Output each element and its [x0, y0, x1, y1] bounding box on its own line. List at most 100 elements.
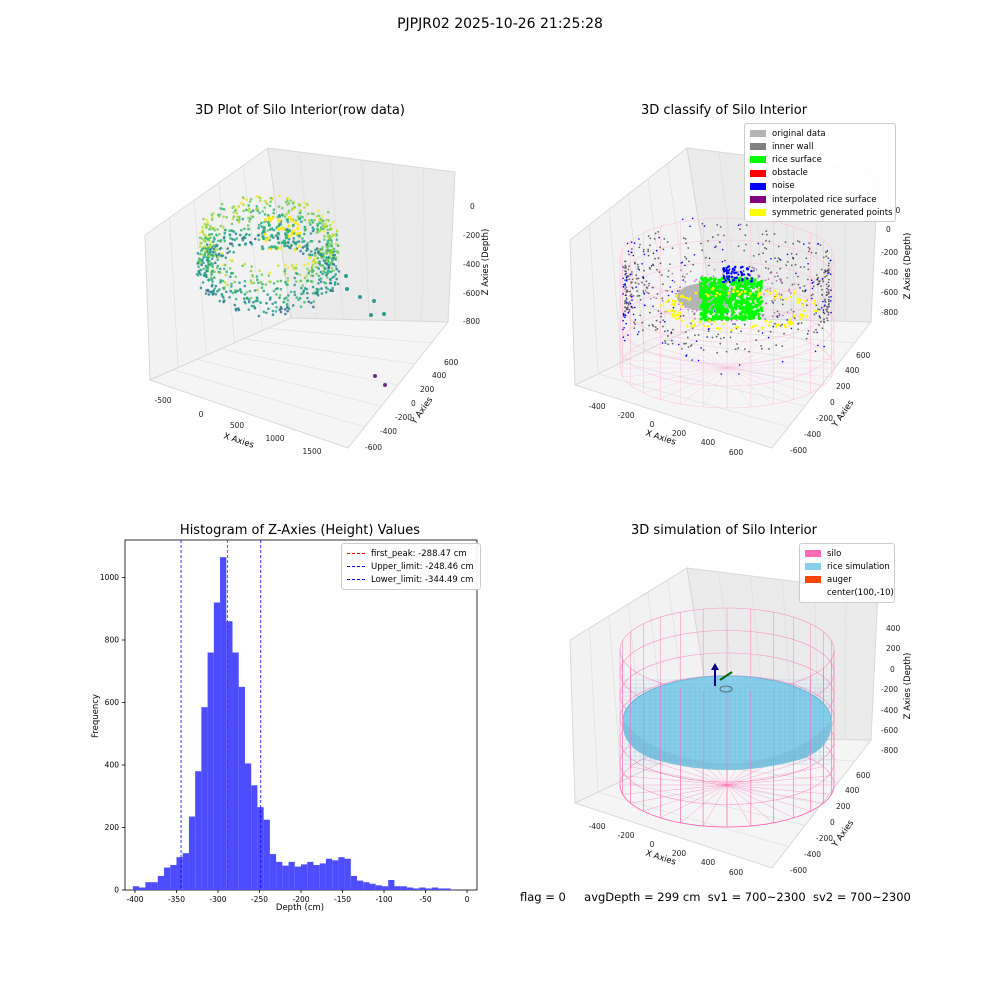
raw-point [257, 314, 261, 318]
raw-point [252, 281, 255, 285]
raw-point [311, 274, 315, 278]
raw-point [326, 228, 330, 232]
symmetric-point [686, 324, 689, 328]
inner-wall-point [647, 254, 650, 257]
rice-surface-point [702, 287, 706, 291]
raw-point [297, 217, 302, 221]
raw-point [332, 253, 335, 257]
noise-point [822, 309, 825, 311]
raw-point [328, 281, 332, 285]
raw-point [317, 282, 320, 285]
interpolated-point [680, 269, 682, 272]
histogram-bars [132, 557, 457, 891]
inner-wall-point [625, 302, 628, 305]
raw-point [265, 301, 268, 305]
raw-point [331, 220, 335, 224]
noise-point [724, 279, 728, 282]
inner-wall-point [777, 245, 780, 248]
inner-wall-point [724, 259, 726, 262]
rice-surface-point [703, 296, 707, 300]
raw-point-cloud [195, 194, 387, 387]
noise-point [691, 359, 693, 361]
rice-surface-point [730, 309, 734, 313]
raw-point [292, 240, 295, 243]
raw-point [303, 232, 306, 236]
interpolated-point [644, 289, 647, 291]
raw-point [272, 228, 275, 232]
raw-point [275, 293, 278, 296]
symmetric-point [714, 294, 718, 298]
inner-wall-point [818, 324, 820, 326]
raw-point [315, 260, 319, 264]
raw-point [291, 229, 295, 233]
noise-point [790, 327, 793, 330]
raw-point [231, 206, 234, 209]
raw-point [205, 289, 208, 292]
inner-wall-point [776, 275, 779, 277]
noise-point [772, 302, 774, 304]
histogram-bar [338, 857, 345, 890]
raw-point [272, 211, 276, 215]
noise-point [641, 263, 643, 265]
histogram-bar [400, 886, 407, 890]
inner-wall-point [669, 263, 671, 265]
inner-wall-point [647, 250, 649, 253]
raw-point [209, 245, 212, 248]
raw-point [284, 236, 289, 240]
noise-point [629, 302, 632, 305]
inner-wall-point [826, 317, 828, 320]
raw-point [311, 285, 315, 289]
raw-point [335, 229, 339, 233]
rice-surface-point [702, 299, 706, 303]
rice-surface-point [754, 290, 758, 294]
raw-point [269, 296, 272, 299]
inner-wall-point [708, 264, 710, 267]
noise-point [681, 218, 684, 221]
inner-wall-point [825, 251, 827, 254]
inner-wall-point [670, 332, 673, 335]
symmetric-point [768, 292, 772, 295]
inner-wall-point [806, 278, 809, 281]
raw-point [278, 194, 281, 198]
inner-wall-point [810, 294, 813, 297]
legend-swatch [805, 590, 821, 597]
raw-point [277, 214, 281, 217]
noise-point [770, 258, 772, 260]
raw-point [292, 224, 295, 228]
inner-wall-point [654, 326, 657, 328]
raw-point [217, 270, 220, 274]
inner-wall-point [662, 248, 665, 251]
simulation-auger [711, 663, 733, 693]
rice-surface-point [719, 309, 723, 313]
rice-surface-point [729, 302, 733, 306]
interpolated-point [778, 278, 781, 280]
raw-point [206, 220, 210, 224]
noise-point [706, 336, 708, 338]
inner-wall-point [639, 243, 641, 246]
inner-wall-point [671, 247, 674, 250]
raw-point [317, 247, 321, 251]
x-tick-label: -300 [209, 895, 226, 904]
wire-spoke [726, 784, 774, 823]
noise-point [634, 319, 637, 321]
inner-wall-point [801, 290, 804, 292]
raw-point [281, 241, 285, 245]
raw-point [328, 224, 332, 227]
raw-point [250, 215, 253, 218]
rice-surface-point [734, 299, 738, 304]
histogram-bar [232, 652, 239, 890]
noise-point [745, 277, 749, 280]
rice-surface-point [751, 305, 755, 309]
y-tick-label: 200 [105, 823, 120, 832]
inner-wall-point [637, 265, 640, 268]
raw-point [223, 231, 227, 235]
status-avg-depth: avgDepth = 299 cm [584, 890, 701, 904]
inner-wall-point [624, 265, 627, 268]
noise-point [830, 289, 832, 292]
rice-surface-point [715, 315, 719, 319]
raw-point [333, 281, 337, 284]
histogram-bar [388, 880, 395, 890]
interpolated-point [764, 318, 766, 321]
rice-surface-point [727, 317, 731, 321]
inner-wall-point [828, 305, 830, 308]
